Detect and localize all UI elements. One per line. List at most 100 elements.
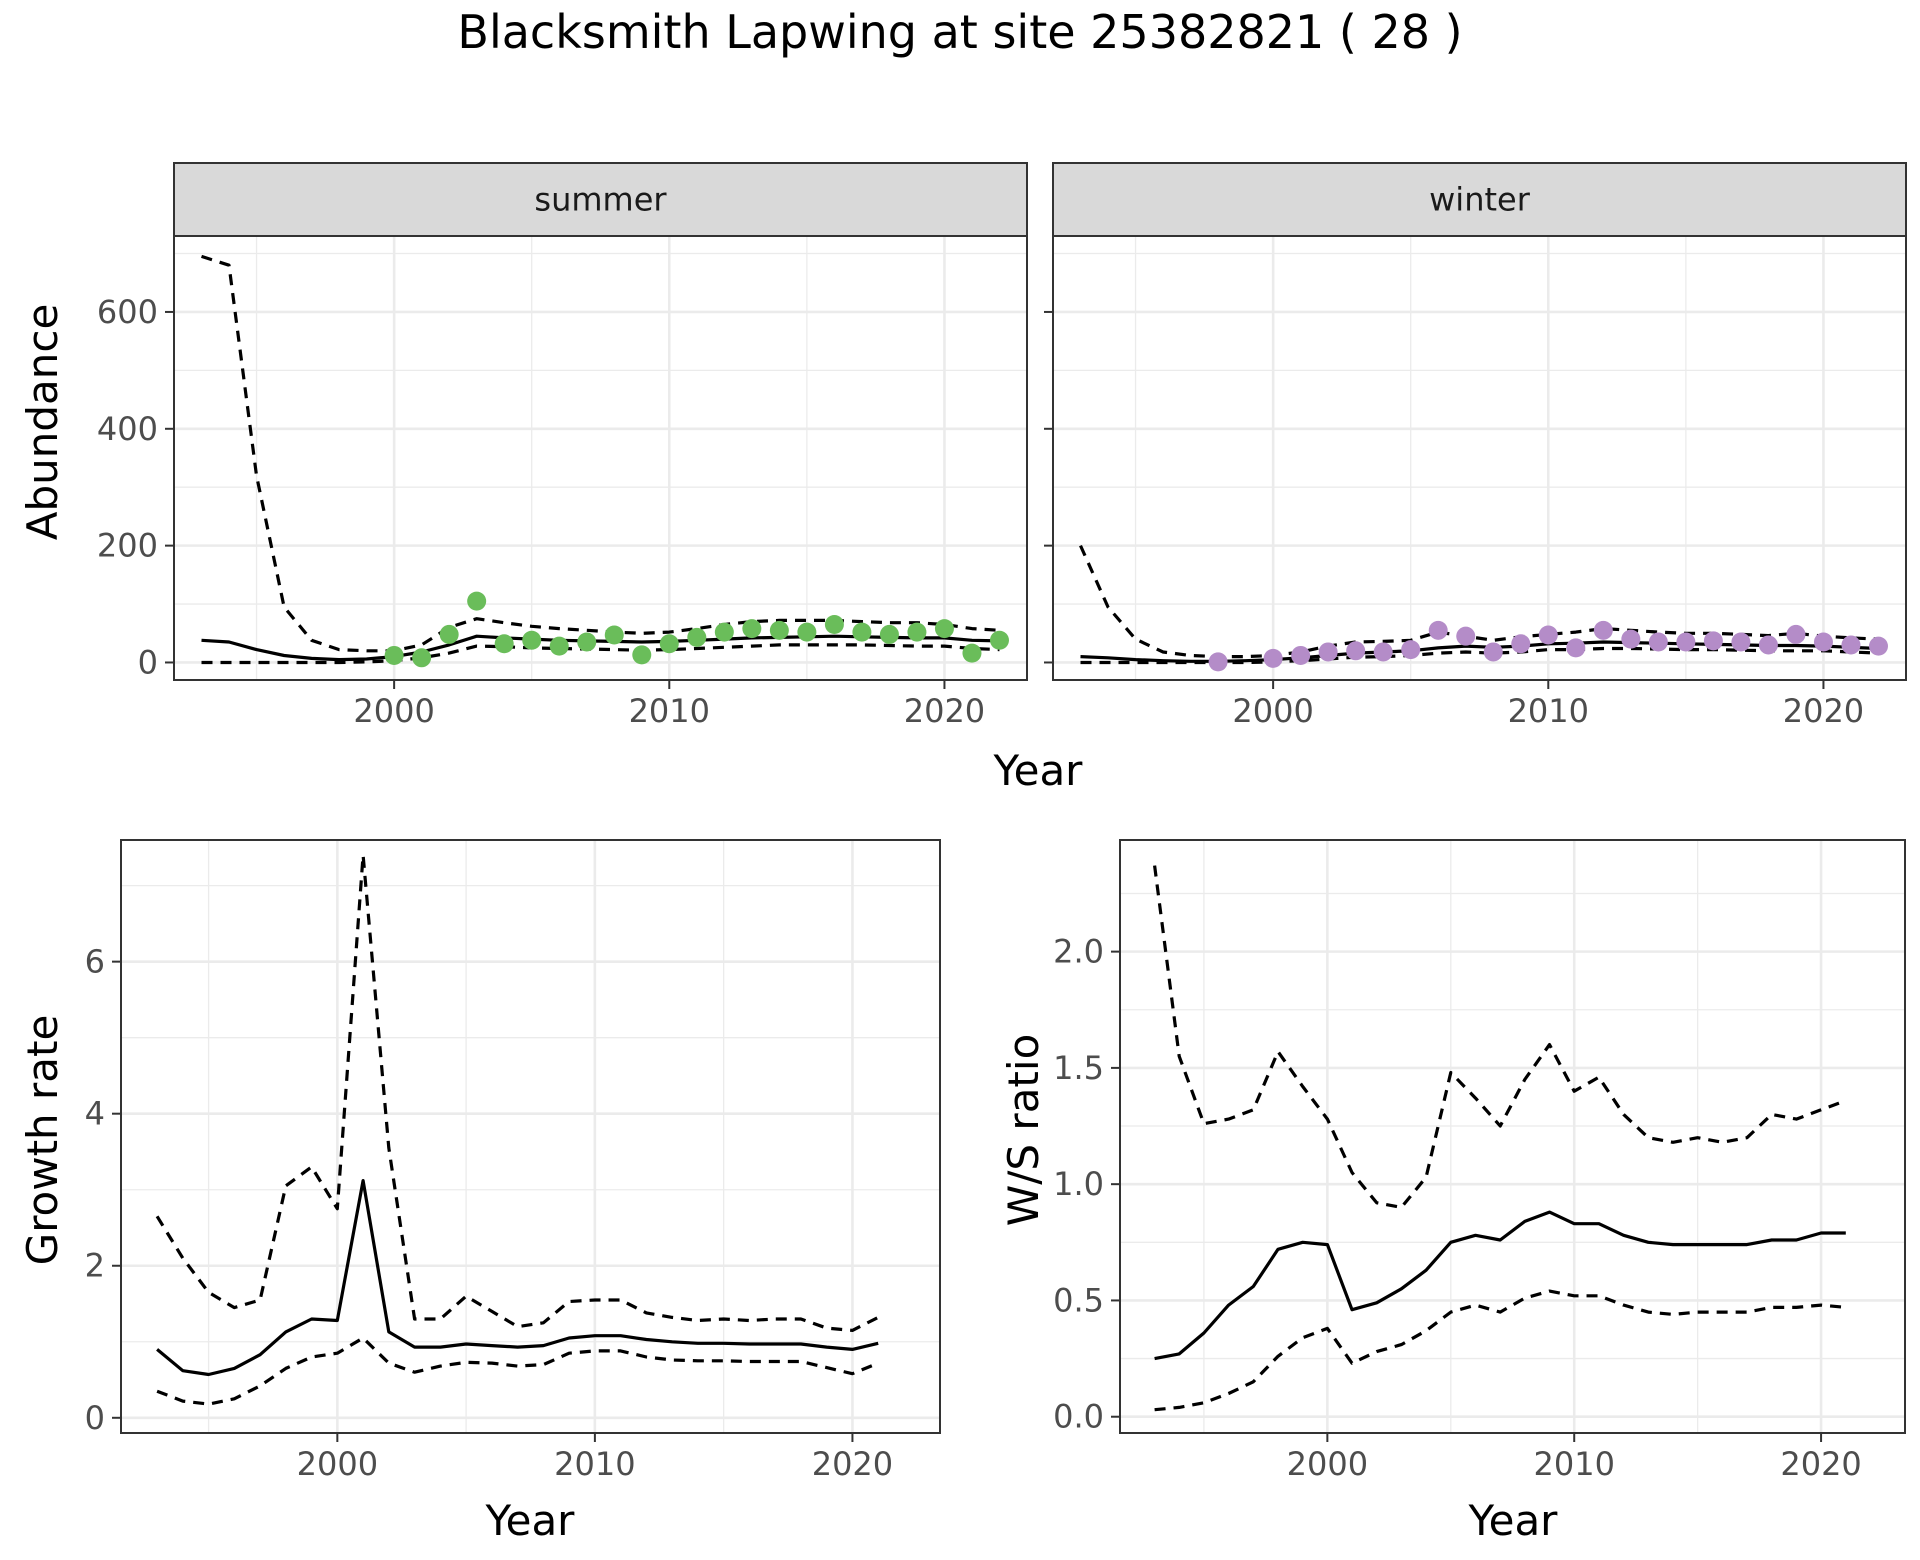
winter-plot-area bbox=[1053, 236, 1906, 680]
growth-panel-border bbox=[120, 839, 941, 1434]
summer-data-point bbox=[632, 645, 652, 665]
growth-y-tick-label: 2 bbox=[85, 1247, 105, 1285]
ratio-upper-line bbox=[1153, 865, 1847, 1210]
growth-y-tick-label: 4 bbox=[85, 1095, 105, 1133]
ratio-lower-line bbox=[1154, 1289, 1846, 1412]
ratio-x-axis-title: Year bbox=[1468, 1496, 1559, 1545]
summer-data-point bbox=[604, 625, 624, 645]
summer-data-point bbox=[687, 627, 707, 647]
summer-data-point bbox=[742, 619, 762, 639]
winter-panel: winter 2000 2010 2020 bbox=[1044, 162, 1907, 730]
winter-data-point bbox=[1263, 648, 1283, 668]
summer-x-tick-label: 2010 bbox=[629, 692, 710, 730]
summer-data-point bbox=[577, 632, 597, 652]
summer-data-point bbox=[549, 636, 569, 656]
winter-data-point bbox=[1428, 620, 1448, 640]
ratio-x-tick-label: 2020 bbox=[1780, 1445, 1861, 1483]
winter-x-tick-label: 2010 bbox=[1508, 692, 1589, 730]
summer-grid bbox=[174, 236, 1027, 680]
summer-strip-label: summer bbox=[534, 181, 667, 219]
growth-lower-line bbox=[156, 1336, 879, 1406]
summer-data-point bbox=[439, 624, 459, 644]
winter-data-point bbox=[1841, 635, 1861, 655]
winter-data-point bbox=[1868, 636, 1888, 656]
summer-y-tick-label: 0 bbox=[138, 643, 158, 681]
ratio-grid bbox=[1120, 840, 1905, 1433]
figure-title: Blacksmith Lapwing at site 25382821 ( 28… bbox=[457, 5, 1462, 59]
ratio-x-tick-label: 2000 bbox=[1287, 1445, 1368, 1483]
growth-y-tick-label: 6 bbox=[85, 943, 105, 981]
winter-data-point bbox=[1703, 631, 1723, 651]
summer-data-point bbox=[962, 643, 982, 663]
winter-data-point bbox=[1208, 652, 1228, 672]
growth-y-axis-title: Growth rate bbox=[18, 1015, 67, 1266]
summer-x-tick-label: 2020 bbox=[904, 692, 985, 730]
growth-x-tick-label: 2000 bbox=[297, 1445, 378, 1483]
summer-panel-border bbox=[173, 235, 1028, 681]
top-x-axis-title: Year bbox=[993, 746, 1084, 795]
winter-data-point bbox=[1621, 629, 1641, 649]
summer-data-point bbox=[934, 619, 954, 639]
winter-panel-border bbox=[1052, 235, 1907, 681]
ratio-y-axis-title: W/S ratio bbox=[999, 1034, 1048, 1227]
winter-strip-label: winter bbox=[1429, 181, 1531, 219]
winter-data-point bbox=[1676, 632, 1696, 652]
winter-data-point bbox=[1318, 642, 1338, 662]
growth-estimate-line bbox=[156, 1178, 879, 1377]
ratio-y-tick-label: 2.0 bbox=[1053, 933, 1104, 971]
ratio-plot-area bbox=[1120, 840, 1905, 1433]
summer-data-point bbox=[494, 634, 514, 654]
ratio-y-tick-label: 0.0 bbox=[1053, 1398, 1104, 1436]
winter-data-point bbox=[1373, 642, 1393, 662]
summer-panel: summer 2000 2010 2020 0 200 400 600 bbox=[97, 162, 1028, 730]
top-y-axis-title: Abundance bbox=[18, 304, 67, 541]
growth-x-axis-title: Year bbox=[485, 1496, 576, 1545]
ratio-y-tick-label: 0.5 bbox=[1053, 1281, 1104, 1319]
winter-data-point bbox=[1731, 632, 1751, 652]
winter-data-point bbox=[1456, 626, 1476, 646]
summer-data-point bbox=[659, 634, 679, 654]
growth-y-tick-label: 0 bbox=[85, 1399, 105, 1437]
ratio-estimate-line bbox=[1154, 1210, 1846, 1361]
ratio-panel-border bbox=[1119, 839, 1906, 1434]
summer-data-point bbox=[522, 630, 542, 650]
growth-x-tick-label: 2010 bbox=[554, 1445, 635, 1483]
summer-y-tick-label: 200 bbox=[97, 527, 158, 565]
summer-y-tick-label: 400 bbox=[97, 410, 158, 448]
growth-plot-area bbox=[121, 840, 940, 1433]
growth-upper-line bbox=[155, 853, 879, 1333]
summer-strip bbox=[173, 162, 1028, 237]
winter-data-point bbox=[1346, 641, 1366, 661]
summer-x-tick-label: 2000 bbox=[353, 692, 434, 730]
ratio-y-tick-label: 1.5 bbox=[1053, 1049, 1104, 1087]
summer-data-point bbox=[989, 630, 1009, 650]
summer-data-point bbox=[907, 622, 927, 642]
summer-upper-line bbox=[201, 254, 1000, 653]
summer-y-tick-label: 600 bbox=[97, 293, 158, 331]
growth-x-tick-label: 2020 bbox=[812, 1445, 893, 1483]
winter-data-point bbox=[1483, 642, 1503, 662]
summer-lower-line bbox=[201, 643, 1000, 665]
summer-plot-area bbox=[174, 236, 1027, 680]
winter-data-point bbox=[1813, 632, 1833, 652]
summer-data-point bbox=[824, 615, 844, 634]
winter-data-point bbox=[1786, 624, 1806, 644]
ws-ratio-panel: 2000 2010 2020 0.0 0.5 1.0 1.5 2.0 bbox=[1053, 839, 1906, 1483]
summer-data-point bbox=[879, 624, 899, 644]
winter-x-tick-label: 2000 bbox=[1232, 692, 1313, 730]
summer-data-point bbox=[797, 622, 817, 642]
summer-data-point bbox=[384, 645, 404, 665]
summer-data-point bbox=[467, 591, 487, 611]
winter-data-point bbox=[1511, 634, 1531, 654]
summer-data-point bbox=[852, 622, 872, 642]
winter-strip bbox=[1052, 162, 1907, 237]
summer-data-point bbox=[714, 622, 734, 642]
winter-data-point bbox=[1593, 620, 1613, 640]
winter-data-point bbox=[1538, 625, 1558, 645]
growth-rate-panel: 2000 2010 2020 0 2 4 6 bbox=[85, 839, 941, 1483]
winter-data-point bbox=[1648, 632, 1668, 652]
summer-data-point bbox=[769, 620, 789, 640]
ratio-y-tick-label: 1.0 bbox=[1053, 1165, 1104, 1203]
winter-data-point bbox=[1566, 638, 1586, 658]
